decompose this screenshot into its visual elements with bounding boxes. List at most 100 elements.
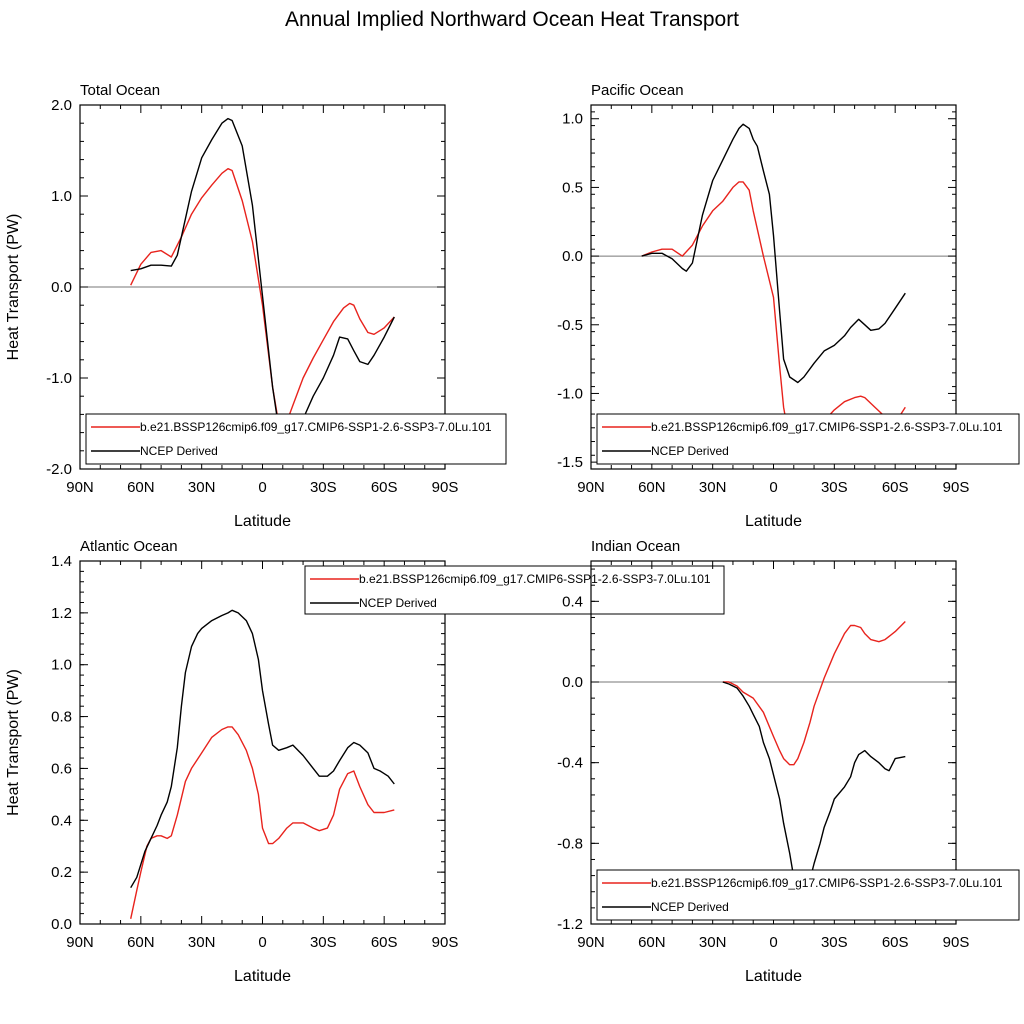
y-tick-label: 1.2 (51, 605, 72, 622)
legend: b.e21.BSSP126cmip6.f09_g17.CMIP6-SSP1-2.… (85, 413, 507, 465)
series-line-model (130, 726, 395, 919)
x-tick-label: 60S (371, 479, 398, 496)
chart-panel-bottom-left: Atlantic Ocean 90N 60N 30N 0 30S 60S 90S 0.0 0.2 0… (5, 538, 458, 985)
x-tick-label: 90S (432, 479, 459, 496)
y-tick-label: -0.5 (557, 317, 583, 334)
panel-title: Pacific Ocean (591, 82, 684, 99)
x-tick-label: 90S (432, 934, 459, 951)
series-line-model (641, 181, 906, 456)
x-axis-label: Latitude (234, 513, 291, 530)
x-axis-label: Latitude (745, 513, 802, 530)
panel-title: Atlantic Ocean (80, 538, 178, 555)
x-tick-label: 60S (371, 934, 398, 951)
x-tick-label: 30S (310, 934, 337, 951)
plot-frame (590, 104, 957, 470)
x-axis-label: Latitude (745, 968, 802, 985)
series-line-ncep (641, 123, 906, 384)
series-line-ncep (130, 117, 395, 438)
legend: b.e21.BSSP126cmip6.f09_g17.CMIP6-SSP1-2.… (304, 565, 725, 615)
legend-box (304, 565, 725, 615)
y-tick-label: 1.0 (562, 111, 583, 128)
x-tick-label: 90N (577, 934, 605, 951)
x-tick-label: 90N (66, 934, 94, 951)
x-tick-label: 60N (127, 479, 155, 496)
y-tick-label: 0.0 (562, 248, 583, 265)
y-tick-label: 1.0 (51, 657, 72, 674)
legend: b.e21.BSSP126cmip6.f09_g17.CMIP6-SSP1-2.… (596, 869, 1020, 921)
x-tick-label: 60N (638, 934, 666, 951)
chart-panel-top-right: Pacific Ocean 90N 60N 30N 0 30S 60S 90S -1.5 -1.0… (557, 82, 969, 530)
legend-label: b.e21.BSSP126cmip6.f09_g17.CMIP6-SSP1-2.… (651, 420, 1003, 434)
y-tick-label: -1.2 (557, 916, 583, 933)
series-line-model (722, 621, 906, 766)
legend-label: NCEP Derived (359, 596, 437, 610)
panel-title: Total Ocean (80, 82, 160, 99)
x-tick-label: 30S (821, 934, 848, 951)
plot-frame (79, 560, 446, 925)
y-tick-label: 0.2 (51, 864, 72, 881)
y-tick-label: 0.5 (562, 179, 583, 196)
legend-label: b.e21.BSSP126cmip6.f09_g17.CMIP6-SSP1-2.… (140, 420, 492, 434)
x-tick-label: 90S (943, 934, 970, 951)
y-tick-label: -0.8 (557, 835, 583, 852)
series-group (130, 117, 395, 438)
series-group (641, 123, 906, 456)
y-tick-label: 1.4 (51, 553, 72, 570)
series-group (130, 609, 395, 919)
chart-panel-top-left: Total Ocean 90N 60N 30N 0 30S 60S 90S -2.0 -1.0 0.… (5, 82, 458, 530)
y-tick-label: 1.0 (51, 188, 72, 205)
y-tick-label: -2.0 (46, 461, 72, 478)
panel-title: Indian Ocean (591, 538, 680, 555)
legend-box (596, 869, 1020, 921)
legend-label: b.e21.BSSP126cmip6.f09_g17.CMIP6-SSP1-2.… (651, 876, 1003, 890)
legend-label: NCEP Derived (651, 900, 729, 914)
x-tick-label: 60S (882, 934, 909, 951)
x-tick-label: 30S (310, 479, 337, 496)
legend-box (596, 413, 1020, 465)
y-axis-label: Heat Transport (PW) (5, 214, 22, 361)
y-tick-label: 0.4 (51, 812, 72, 829)
x-tick-label: 30S (821, 479, 848, 496)
y-tick-label: -1.0 (46, 370, 72, 387)
x-tick-label: 90N (66, 479, 94, 496)
plot-frame (79, 104, 446, 470)
chart-panel-bottom-right: Indian Ocean 90N 60N 30N 0 30S 60S 90S -1.2 -0.8 -… (557, 538, 969, 985)
x-tick-label: 30N (188, 934, 216, 951)
legend-box (85, 413, 507, 465)
x-tick-label: 90S (943, 479, 970, 496)
x-tick-label: 0 (769, 479, 777, 496)
x-tick-label: 30N (699, 934, 727, 951)
y-tick-label: 2.0 (51, 97, 72, 114)
legend: b.e21.BSSP126cmip6.f09_g17.CMIP6-SSP1-2.… (596, 413, 1020, 465)
series-line-ncep (130, 609, 395, 889)
x-tick-label: 0 (258, 934, 266, 951)
x-tick-label: 0 (769, 934, 777, 951)
x-tick-label: 30N (699, 479, 727, 496)
x-axis-label: Latitude (234, 968, 291, 985)
y-tick-label: -1.0 (557, 385, 583, 402)
series-group (722, 621, 906, 893)
figure-title: Annual Implied Northward Ocean Heat Tran… (285, 8, 739, 31)
plot-frame (590, 560, 957, 925)
legend-label: b.e21.BSSP126cmip6.f09_g17.CMIP6-SSP1-2.… (359, 572, 711, 586)
y-tick-label: 0.8 (51, 709, 72, 726)
x-tick-label: 60N (638, 479, 666, 496)
x-tick-label: 90N (577, 479, 605, 496)
series-line-ncep (722, 681, 906, 893)
y-tick-label: 0.0 (51, 916, 72, 933)
y-tick-label: -1.5 (557, 454, 583, 471)
x-tick-label: 0 (258, 479, 266, 496)
x-tick-label: 30N (188, 479, 216, 496)
chart-panels: Total Ocean 90N 60N 30N 0 30S 60S 90S -2.0 -1.0 0.… (5, 82, 1020, 985)
x-tick-label: 60S (882, 479, 909, 496)
x-tick-label: 60N (127, 934, 155, 951)
y-tick-label: 0.0 (562, 674, 583, 691)
y-tick-label: -0.4 (557, 755, 583, 772)
y-tick-label: 0.0 (51, 279, 72, 296)
y-tick-label: 0.6 (51, 760, 72, 777)
y-axis-label: Heat Transport (PW) (5, 669, 22, 816)
y-tick-label: 0.4 (562, 593, 583, 610)
legend-label: NCEP Derived (140, 444, 218, 458)
legend-label: NCEP Derived (651, 444, 729, 458)
